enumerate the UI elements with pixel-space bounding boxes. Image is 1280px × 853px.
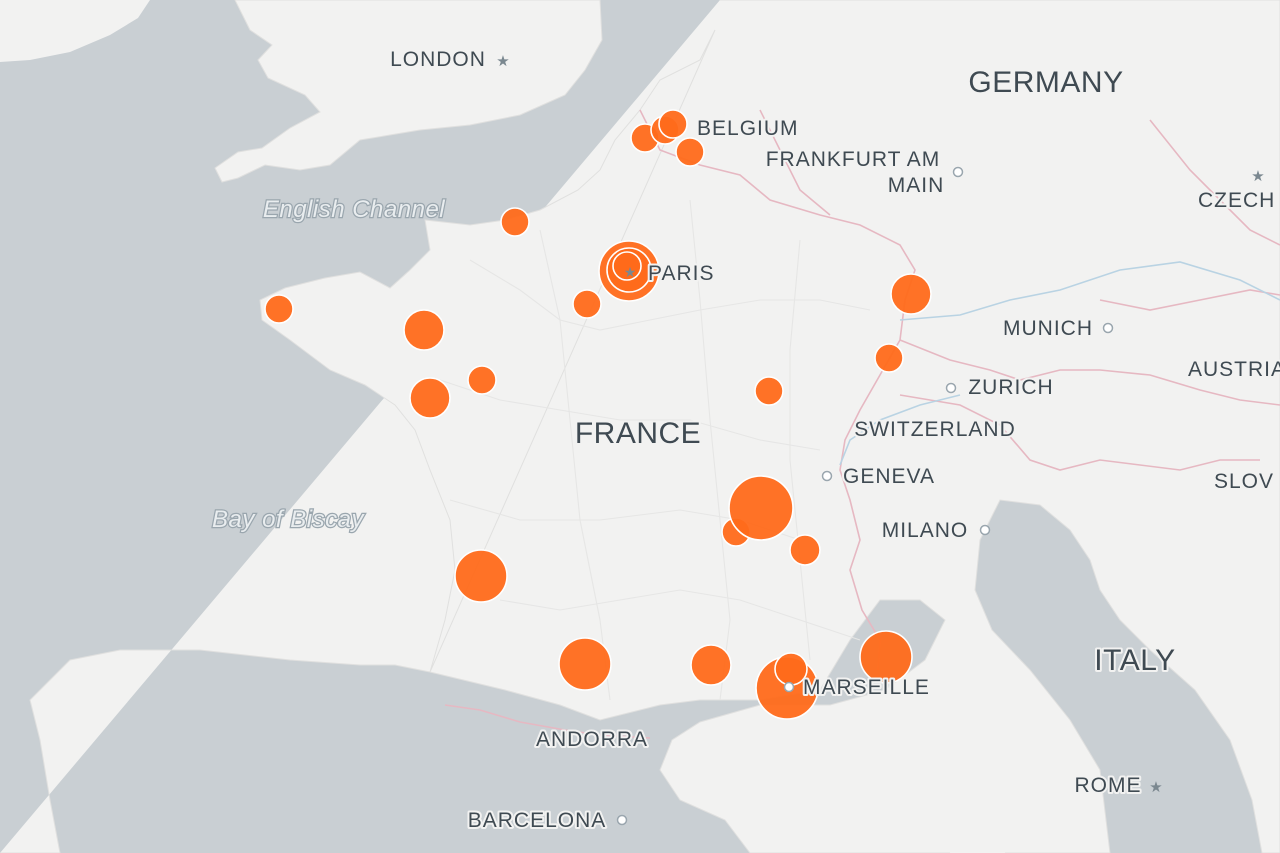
country-label-slovenia: SLOV <box>1214 470 1274 493</box>
land-great-britain <box>214 0 603 183</box>
marker[interactable] <box>558 637 612 691</box>
marker[interactable] <box>675 137 705 167</box>
country-borders <box>444 109 1280 739</box>
capital-star-icon: ★ <box>496 53 509 70</box>
marker[interactable] <box>403 309 445 351</box>
city-dot-icon <box>616 814 628 826</box>
capital-star-icon: ★ <box>1149 779 1162 796</box>
city-label-zurich: ZURICH <box>968 376 1053 399</box>
water-label-english-channel: English Channel <box>263 196 445 223</box>
country-label-andorra: ANDORRA <box>536 728 648 751</box>
marker[interactable] <box>728 475 794 541</box>
city-dot-icon <box>945 382 957 394</box>
country-label-czech: CZECH <box>1198 189 1275 212</box>
marker[interactable] <box>859 630 913 684</box>
marker[interactable] <box>409 377 451 419</box>
land-sardinia <box>950 825 1005 853</box>
marker[interactable] <box>467 365 497 395</box>
marker[interactable] <box>500 207 530 237</box>
marker[interactable] <box>572 289 602 319</box>
water-label-bay-of-biscay: Bay of Biscay <box>212 506 365 533</box>
marker[interactable] <box>754 376 784 406</box>
marker[interactable] <box>874 343 904 373</box>
city-label-marseille: MARSEILLE <box>803 676 930 699</box>
city-label-frankfurt-line1: FRANKFURT AM <box>766 148 941 171</box>
land-ireland <box>0 0 150 62</box>
land-corsica <box>962 705 1002 805</box>
city-label-milano: MILANO <box>882 519 969 542</box>
city-label-rome: ROME <box>1075 774 1142 797</box>
capital-star-icon: ★ <box>624 264 637 280</box>
country-label-belgium: BELGIUM <box>697 117 799 140</box>
rivers <box>839 261 1280 466</box>
city-label-munich: MUNICH <box>1003 317 1093 340</box>
marker[interactable] <box>264 294 294 324</box>
city-label-geneva: GENEVA <box>843 465 935 488</box>
country-label-germany: GERMANY <box>968 66 1123 99</box>
capital-star-icon: ★ <box>1251 168 1264 185</box>
city-label-frankfurt-line2: MAIN <box>888 174 945 197</box>
city-dot-icon <box>783 681 795 693</box>
marker[interactable] <box>658 109 688 139</box>
country-label-austria: AUSTRIA <box>1188 358 1280 381</box>
city-label-london: LONDON <box>390 48 486 71</box>
marker[interactable] <box>789 534 821 566</box>
country-label-italy: ITALY <box>1094 644 1175 677</box>
city-label-barcelona: BARCELONA <box>468 809 607 832</box>
country-label-switzerland: SWITZERLAND <box>854 418 1016 441</box>
city-dot-icon <box>821 470 833 482</box>
city-dot-icon <box>979 524 991 536</box>
country-label-france: FRANCE <box>575 417 701 450</box>
city-dot-icon <box>1102 322 1114 334</box>
marker[interactable] <box>454 549 508 603</box>
city-label-paris: PARIS <box>648 262 714 285</box>
event-markers <box>264 109 932 720</box>
marker[interactable] <box>890 273 932 315</box>
marker[interactable] <box>612 251 642 281</box>
marker[interactable] <box>690 644 732 686</box>
city-dot-icon <box>952 166 964 178</box>
